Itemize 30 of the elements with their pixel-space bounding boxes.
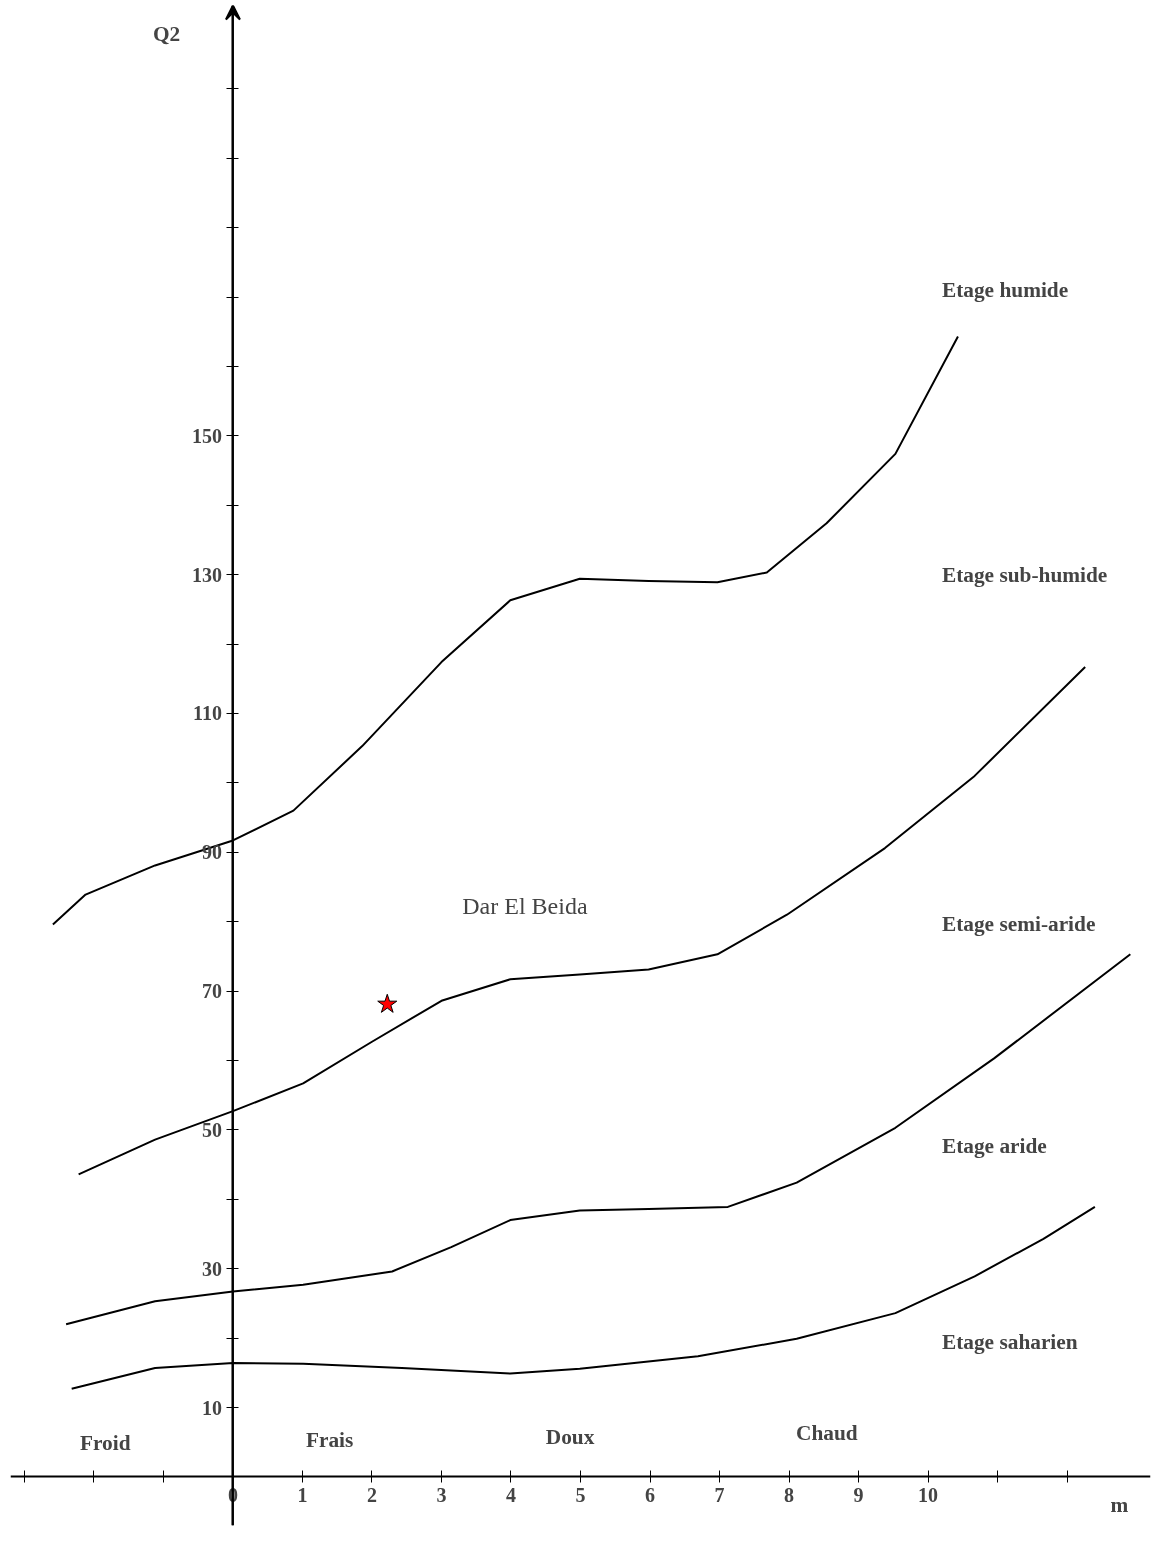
annotation: Etage aride xyxy=(941,1133,1047,1158)
y-tick-label: 110 xyxy=(193,702,222,725)
annotation: Etage humide xyxy=(941,278,1069,303)
y-tick-label: 90 xyxy=(201,841,222,864)
x-tick-label: 1 xyxy=(297,1483,308,1506)
x-tick-label: 9 xyxy=(853,1483,864,1506)
x-tick-label: 4 xyxy=(505,1483,516,1506)
text: Dar El Beida xyxy=(462,893,588,920)
x-tick-label: 3 xyxy=(436,1483,447,1506)
y-tick-label: 70 xyxy=(201,980,222,1003)
annotation: Froid xyxy=(80,1430,131,1455)
x-tick-label: 2 xyxy=(366,1483,377,1506)
x-axis-title: m xyxy=(1110,1492,1129,1517)
x-tick-label: 5 xyxy=(575,1483,586,1506)
annotation: Etage semi-aride xyxy=(941,912,1096,937)
annotation: Chaud xyxy=(795,1421,858,1446)
y-tick-label: 150 xyxy=(191,424,222,447)
x-tick-label: 7 xyxy=(714,1483,725,1506)
annotation: Frais xyxy=(305,1428,354,1453)
y-tick-label: 30 xyxy=(201,1257,222,1280)
x-tick-label: 8 xyxy=(784,1483,795,1506)
annotation: Doux xyxy=(545,1425,595,1450)
annotation: Etage sub-humide xyxy=(941,562,1108,587)
x-tick-label: 6 xyxy=(645,1483,656,1506)
y-axis-title: Q2 xyxy=(152,21,181,46)
y-tick-label: 10 xyxy=(201,1396,222,1419)
annotation: Etage saharien xyxy=(941,1330,1078,1355)
x-tick-label: 10 xyxy=(918,1483,939,1506)
y-tick-label: 130 xyxy=(191,563,222,586)
y-tick-label: 50 xyxy=(201,1118,222,1141)
